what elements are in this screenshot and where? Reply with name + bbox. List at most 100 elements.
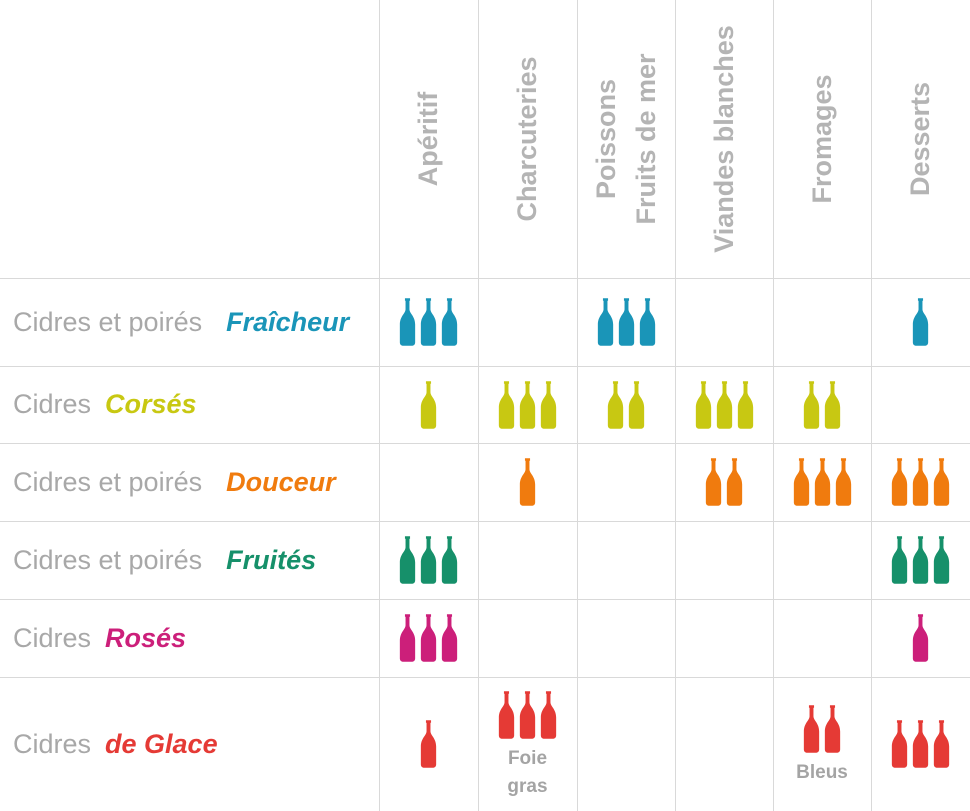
pairing-cell	[577, 278, 675, 366]
bottle-rating	[803, 701, 841, 757]
bottle-icon	[912, 458, 929, 506]
bottle-rating	[498, 377, 557, 433]
bottle-icon	[420, 614, 437, 662]
bottle-icon	[705, 458, 722, 506]
column-header-text: Desserts	[905, 81, 935, 197]
row-label: Cidres et poirés Douceur	[13, 443, 336, 521]
bottle-rating	[891, 532, 950, 588]
pairing-cell	[871, 443, 970, 521]
column-header-text: Viandes blanches	[709, 25, 739, 253]
pairing-cell	[577, 366, 675, 443]
grid-column-divider	[577, 0, 578, 811]
row-label-accent: Rosés	[105, 622, 187, 653]
row-label-accent: Douceur	[226, 466, 336, 497]
column-header-label: Desserts	[900, 82, 940, 196]
bottle-rating	[912, 610, 929, 666]
row-label-base: Cidres et poirés	[13, 466, 203, 497]
bottle-icon	[793, 458, 809, 506]
pairing-cell	[871, 278, 970, 366]
bottle-icon	[607, 380, 624, 429]
bottle-rating	[399, 532, 458, 588]
bottle-icon	[933, 458, 950, 506]
bottle-rating	[891, 716, 950, 772]
bottle-icon	[420, 380, 437, 429]
pairing-cell	[773, 599, 871, 677]
row-label-base: Cidres et poirés	[13, 306, 203, 337]
grid-row-divider	[0, 366, 970, 367]
pairing-cell	[379, 278, 478, 366]
pairing-note: Bleus	[796, 759, 848, 787]
pairing-cell: Foie gras	[478, 677, 577, 811]
bottle-icon	[716, 380, 732, 429]
bottle-icon	[441, 536, 458, 584]
pairing-cell	[871, 366, 970, 443]
pairing-cell	[675, 278, 773, 366]
row-label-accent: Corsés	[105, 389, 197, 419]
row-label: Cidres et poirés Fraîcheur	[13, 278, 349, 366]
bottle-icon	[420, 298, 437, 346]
bottle-icon	[933, 536, 950, 584]
pairing-cell	[577, 521, 675, 599]
bottle-icon	[639, 298, 655, 346]
grid-column-divider	[379, 0, 380, 811]
bottle-icon	[540, 691, 557, 739]
bottle-icon	[912, 614, 929, 662]
bottle-icon	[618, 298, 634, 346]
bottle-rating	[597, 294, 656, 350]
bottle-icon	[420, 720, 437, 768]
pairing-cell	[871, 599, 970, 677]
bottle-icon	[803, 380, 820, 429]
bottle-rating	[399, 610, 458, 666]
bottle-rating	[399, 294, 458, 350]
row-label: Cidres Rosés	[13, 599, 186, 677]
pairing-cell	[379, 366, 478, 443]
bottle-icon	[824, 705, 841, 753]
bottle-rating	[705, 454, 743, 510]
bottle-icon	[399, 536, 416, 584]
bottle-icon	[420, 536, 437, 584]
pairing-cell	[773, 521, 871, 599]
grid-row-divider	[0, 278, 970, 279]
pairing-cell	[871, 521, 970, 599]
pairing-note-line: Bleus	[796, 762, 848, 783]
pairing-cell	[675, 599, 773, 677]
pairing-cell	[478, 443, 577, 521]
column-header-label: Apéritif	[408, 92, 448, 187]
column-header-text: Fruits de mer	[631, 53, 661, 225]
bottle-icon	[726, 458, 743, 506]
pairing-cell	[773, 366, 871, 443]
row-label-base: Cidres	[13, 728, 92, 759]
grid-row-divider	[0, 521, 970, 522]
pairing-cell	[379, 521, 478, 599]
grid-column-divider	[871, 0, 872, 811]
bottle-icon	[498, 380, 515, 429]
column-header: Fromages	[773, 0, 871, 278]
row-label-base: Cidres et poirés	[13, 544, 203, 575]
bottle-icon	[498, 691, 515, 739]
bottle-rating	[803, 377, 841, 433]
pairing-cell	[675, 521, 773, 599]
pairing-note-line: gras	[507, 776, 548, 797]
bottle-icon	[441, 614, 458, 662]
pairing-cell	[478, 521, 577, 599]
column-header: Charcuteries	[478, 0, 576, 278]
grid-row-divider	[0, 443, 970, 444]
grid-row-divider	[0, 677, 970, 678]
bottle-icon	[441, 298, 458, 346]
bottle-icon	[519, 691, 536, 739]
pairing-cell	[773, 278, 871, 366]
pairing-cell: Bleus	[773, 677, 871, 811]
bottle-icon	[695, 380, 711, 429]
bottle-rating	[607, 377, 645, 433]
bottle-icon	[912, 298, 929, 346]
pairing-cell	[577, 599, 675, 677]
pairing-cell	[675, 443, 773, 521]
grid-row-divider	[0, 599, 970, 600]
bottle-icon	[891, 720, 908, 768]
bottle-icon	[597, 298, 613, 346]
bottle-icon	[814, 458, 830, 506]
grid-column-divider	[773, 0, 774, 811]
pairing-cell	[675, 677, 773, 811]
bottle-icon	[803, 705, 820, 753]
